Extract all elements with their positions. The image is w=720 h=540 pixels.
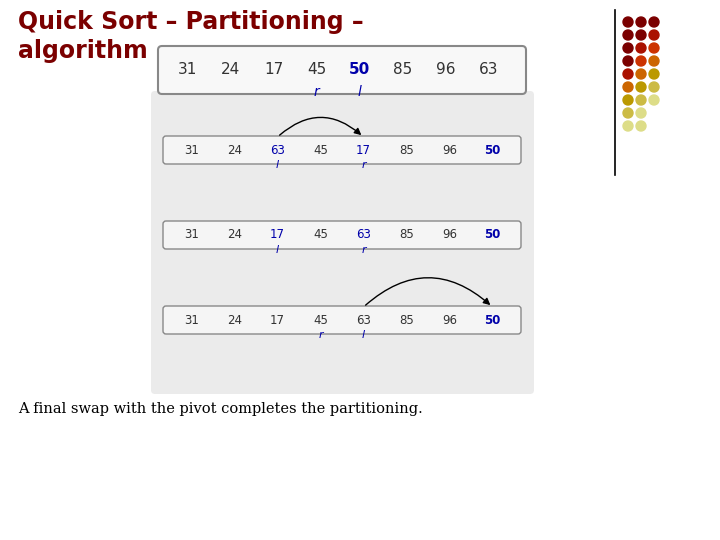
- FancyBboxPatch shape: [163, 136, 521, 164]
- Circle shape: [623, 17, 633, 27]
- Circle shape: [623, 56, 633, 66]
- Text: r: r: [361, 245, 366, 255]
- Circle shape: [623, 69, 633, 79]
- Circle shape: [623, 121, 633, 131]
- Circle shape: [636, 121, 646, 131]
- Text: 50: 50: [349, 63, 370, 78]
- Text: 17: 17: [356, 144, 371, 157]
- Circle shape: [649, 56, 659, 66]
- Text: 17: 17: [264, 63, 283, 78]
- Text: 45: 45: [307, 63, 326, 78]
- Text: 17: 17: [270, 228, 285, 241]
- Text: 45: 45: [313, 314, 328, 327]
- Text: 63: 63: [479, 63, 498, 78]
- Text: 31: 31: [184, 228, 199, 241]
- Circle shape: [649, 82, 659, 92]
- Text: 63: 63: [356, 314, 371, 327]
- Circle shape: [649, 43, 659, 53]
- Circle shape: [636, 30, 646, 40]
- Circle shape: [623, 43, 633, 53]
- FancyBboxPatch shape: [151, 91, 534, 394]
- Text: l: l: [276, 160, 279, 170]
- Circle shape: [649, 69, 659, 79]
- Text: 31: 31: [178, 63, 197, 78]
- Text: 63: 63: [270, 144, 285, 157]
- Text: 85: 85: [399, 144, 414, 157]
- Text: 17: 17: [270, 314, 285, 327]
- Text: Quick Sort – Partitioning –
algorithm: Quick Sort – Partitioning – algorithm: [18, 10, 364, 63]
- Text: r: r: [318, 330, 323, 340]
- Circle shape: [636, 56, 646, 66]
- Text: 96: 96: [442, 228, 457, 241]
- Text: 45: 45: [313, 228, 328, 241]
- Text: 31: 31: [184, 144, 199, 157]
- Circle shape: [623, 30, 633, 40]
- Circle shape: [636, 82, 646, 92]
- Text: 45: 45: [313, 144, 328, 157]
- Text: 24: 24: [227, 314, 242, 327]
- Circle shape: [623, 108, 633, 118]
- Text: 24: 24: [227, 144, 242, 157]
- Circle shape: [623, 95, 633, 105]
- Text: 85: 85: [399, 314, 414, 327]
- Text: r: r: [361, 160, 366, 170]
- FancyBboxPatch shape: [163, 306, 521, 334]
- Circle shape: [636, 69, 646, 79]
- Circle shape: [649, 17, 659, 27]
- Circle shape: [636, 43, 646, 53]
- Text: A final swap with the pivot completes the partitioning.: A final swap with the pivot completes th…: [18, 402, 423, 416]
- Text: 24: 24: [221, 63, 240, 78]
- Text: l: l: [358, 85, 361, 99]
- Circle shape: [636, 108, 646, 118]
- Text: 50: 50: [485, 228, 500, 241]
- Text: 31: 31: [184, 314, 199, 327]
- Text: l: l: [362, 330, 365, 340]
- Circle shape: [649, 30, 659, 40]
- Circle shape: [623, 82, 633, 92]
- Text: r: r: [314, 85, 320, 99]
- Text: 96: 96: [442, 314, 457, 327]
- FancyBboxPatch shape: [163, 221, 521, 249]
- Text: 96: 96: [442, 144, 457, 157]
- Circle shape: [636, 17, 646, 27]
- Text: 85: 85: [399, 228, 414, 241]
- Text: 24: 24: [227, 228, 242, 241]
- Circle shape: [636, 95, 646, 105]
- Text: l: l: [276, 245, 279, 255]
- Text: 50: 50: [485, 144, 500, 157]
- Circle shape: [649, 95, 659, 105]
- Text: 96: 96: [436, 63, 455, 78]
- Text: 85: 85: [393, 63, 412, 78]
- Text: 50: 50: [485, 314, 500, 327]
- Text: 63: 63: [356, 228, 371, 241]
- FancyBboxPatch shape: [158, 46, 526, 94]
